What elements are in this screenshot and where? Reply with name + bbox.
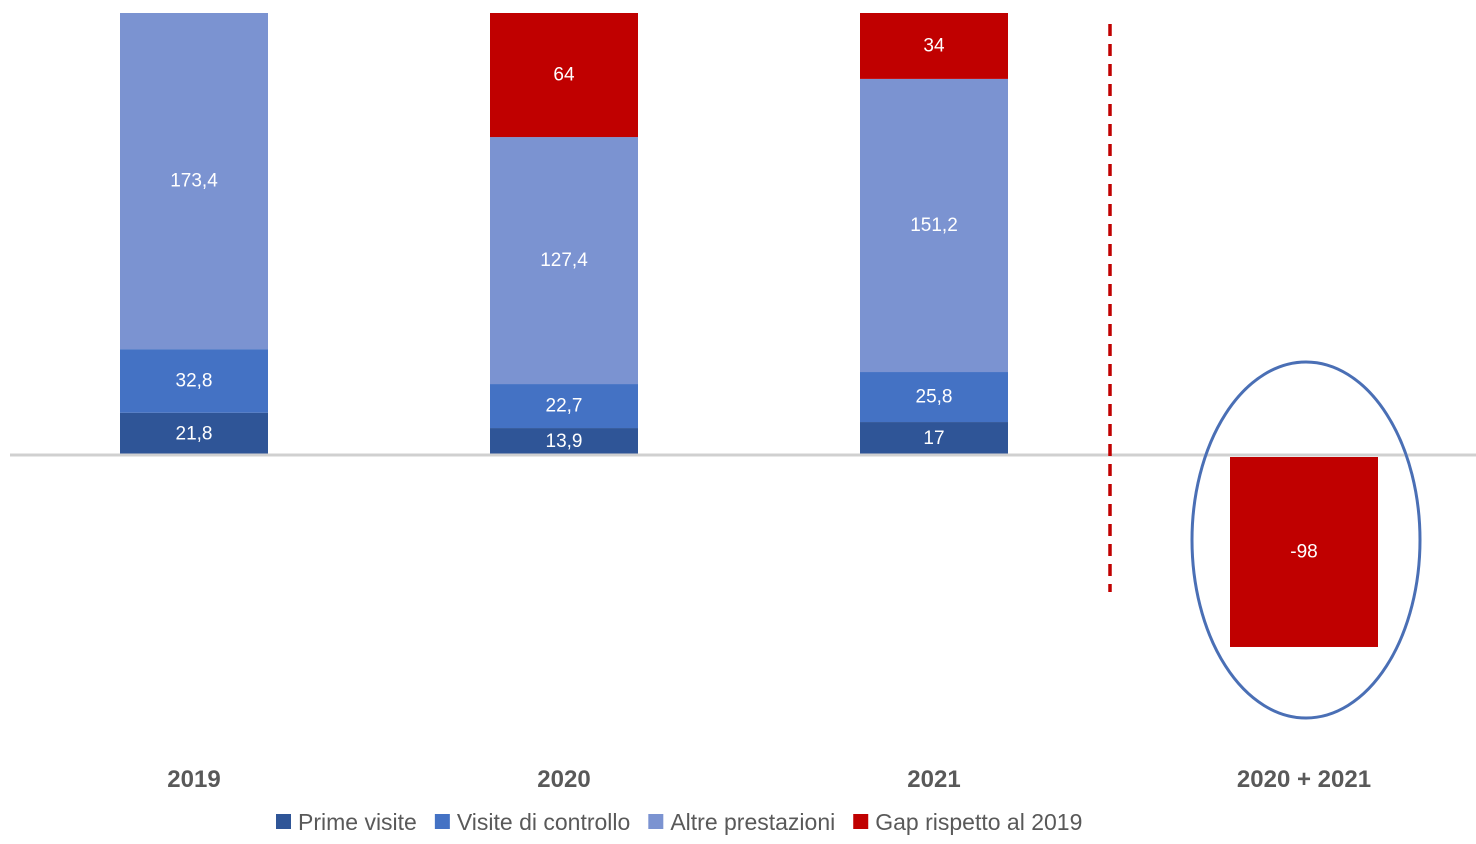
bar-segment-0-0 — [120, 412, 268, 455]
data-label-3-1: 64 — [553, 65, 575, 86]
bar-segment-0-1 — [490, 428, 638, 455]
data-label-3-3: -98 — [1290, 541, 1317, 562]
data-label-2-1: 127,4 — [540, 250, 588, 271]
bar-segment-3-2 — [860, 13, 1008, 79]
bar-segment-3-3 — [1230, 457, 1378, 647]
data-label-0-2: 17 — [923, 428, 944, 449]
bar-segment-3-1 — [490, 13, 638, 138]
legend-swatch-2 — [648, 814, 664, 829]
data-label-2-0: 173,4 — [170, 171, 218, 192]
category-labels-layer: 2019 2020 2021 2020 + 2021 — [167, 766, 1371, 793]
category-label-2: 2021 — [907, 766, 960, 793]
data-label-0-0: 21,8 — [176, 423, 213, 444]
bars-layer — [120, 13, 1378, 647]
legend: Prime visite Visite di controllo Altre pre… — [276, 809, 1082, 835]
bar-segment-2-2 — [860, 78, 1008, 373]
legend-label-0: Prime visite — [298, 809, 417, 835]
legend-swatch-1 — [434, 814, 450, 829]
bar-segment-2-0 — [120, 13, 268, 350]
data-label-0-1: 13,9 — [546, 431, 583, 452]
bar-segment-1-2 — [860, 372, 1008, 423]
legend-swatch-0 — [276, 814, 291, 829]
data-label-1-0: 32,8 — [176, 370, 213, 391]
data-label-2-2: 151,2 — [910, 215, 958, 236]
bar-segment-1-0 — [120, 349, 268, 413]
legend-swatch-3 — [853, 814, 869, 829]
legend-label-2: Altre prestazioni — [670, 809, 835, 835]
category-label-0: 2019 — [167, 766, 220, 793]
highlight-ellipse — [1190, 360, 1422, 720]
legend-label-1: Visite di controllo — [457, 809, 630, 835]
category-label-1: 2020 — [537, 766, 590, 793]
legend-label-3: Gap rispetto al 2019 — [875, 809, 1082, 835]
category-label-3: 2020 + 2021 — [1237, 766, 1371, 793]
data-label-3-2: 34 — [923, 35, 945, 56]
bar-segment-0-2 — [860, 422, 1008, 455]
bar-segment-1-1 — [490, 384, 638, 429]
bar-segment-2-1 — [490, 137, 638, 385]
data-label-1-2: 25,8 — [916, 387, 953, 408]
data-label-1-1: 22,7 — [546, 396, 583, 417]
data-labels-layer: 21,8 32,8 173,4 13,9 22,7 127,4 64 17 25,8 151,2 3… — [170, 35, 1318, 562]
